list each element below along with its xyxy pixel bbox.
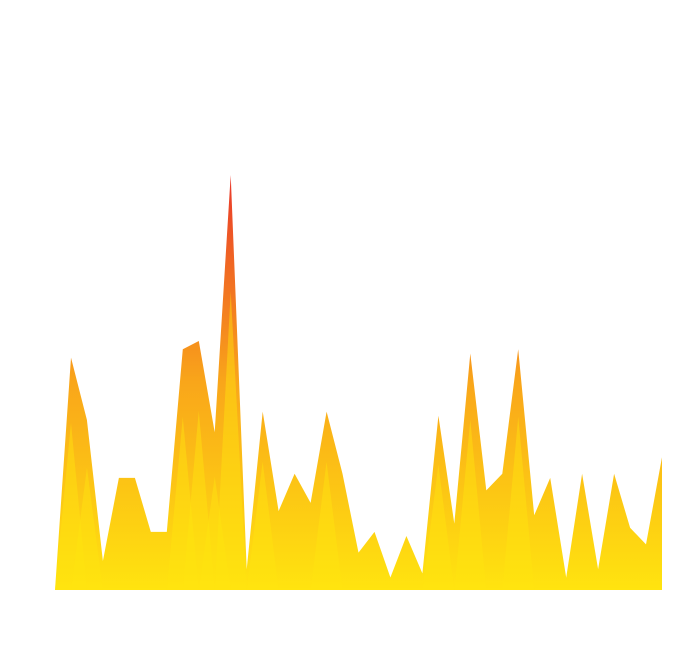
facet-overlay <box>214 291 247 590</box>
plot-area <box>55 175 662 590</box>
facet-overlay <box>55 422 87 590</box>
facet-overlay <box>70 467 103 590</box>
facet-overlay <box>422 464 455 590</box>
facet-overlay <box>454 419 487 590</box>
facet-overlay <box>246 461 279 590</box>
series-area <box>55 175 662 590</box>
facet-overlay <box>182 410 215 590</box>
facet-overlay <box>166 416 199 590</box>
facet-overlay <box>502 416 535 590</box>
facet-overlay <box>310 461 343 590</box>
facet-overlay <box>198 476 231 590</box>
